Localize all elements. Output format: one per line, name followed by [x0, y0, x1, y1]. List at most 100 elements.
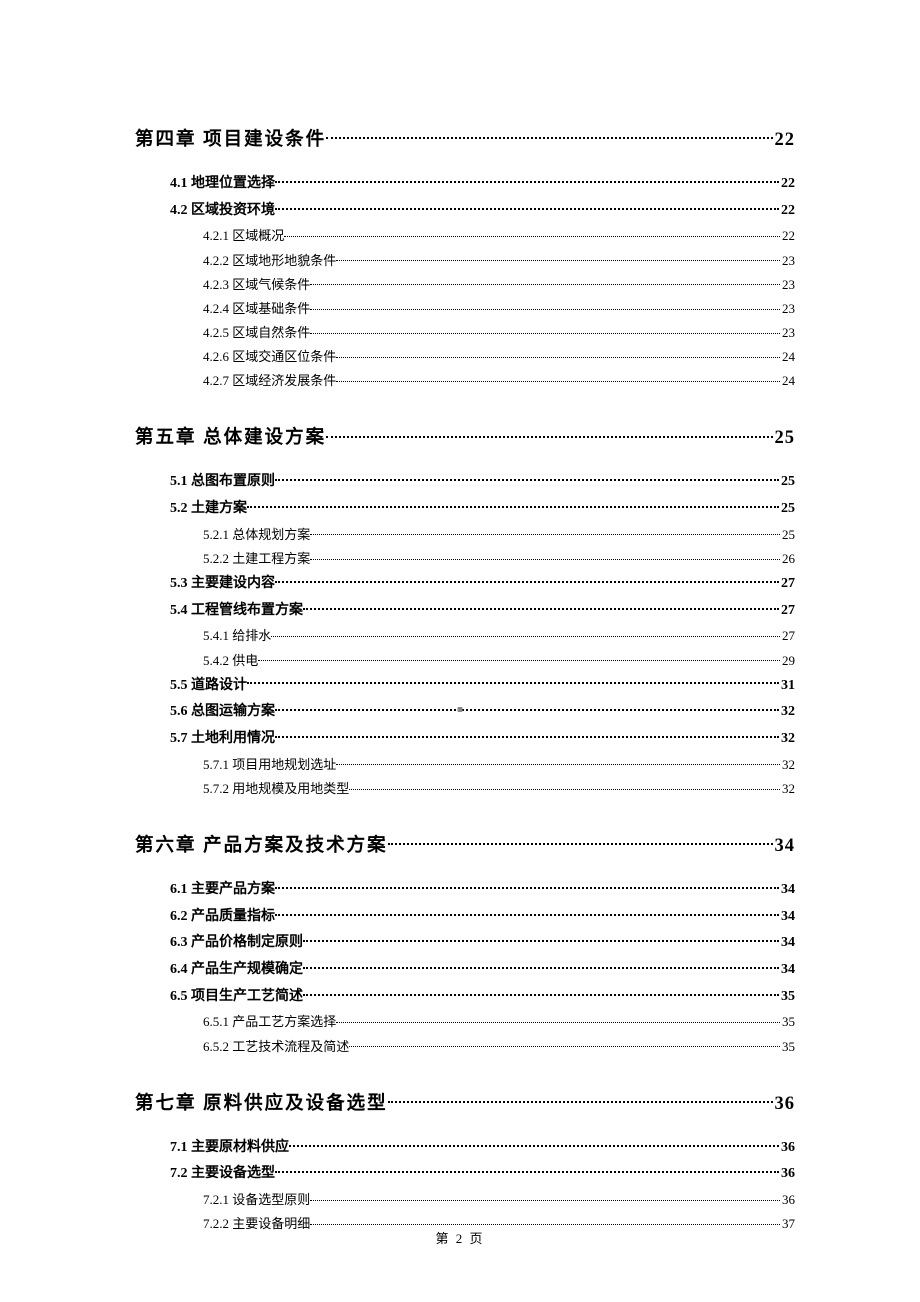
toc-title: 5.2.1 总体规划方案 [203, 525, 310, 545]
toc-leader-dots [271, 627, 780, 640]
toc-page-number: 35 [780, 1012, 795, 1032]
toc-entry-section: 6.3 产品价格制定原则34 [170, 932, 795, 954]
toc-leader-dots [310, 1215, 780, 1228]
toc-title: 6.1 主要产品方案 [170, 879, 275, 901]
toc-entry-subsection: 5.2.2 土建工程方案 26 [203, 549, 795, 569]
toc-entry-subsection: 5.4.1 给排水27 [203, 626, 795, 646]
toc-leader-dots [310, 324, 780, 337]
toc-page-number: 27 [780, 626, 795, 646]
toc-leader-dots [349, 780, 780, 793]
toc-page-number: 36 [780, 1190, 795, 1210]
toc-entry-chapter: 第五章 总体建设方案25 [135, 423, 795, 449]
toc-title: 5.2.2 土建工程方案 [203, 549, 310, 569]
toc-title: 5.7.1 项目用地规划选址 [203, 755, 336, 775]
toc-leader-dots [247, 675, 779, 689]
toc-page-number: 22 [779, 200, 795, 222]
toc-page-number: 25 [779, 498, 795, 520]
toc-leader-dots [310, 526, 780, 539]
toc-page-number: 22 [780, 226, 795, 246]
toc-page-number: 22 [779, 173, 795, 195]
toc-leader-dots [349, 1038, 780, 1051]
toc-entry-subsection: 4.2.6 区域交通区位条件 24 [203, 347, 795, 367]
toc-entry-section: 5.6 总图运输方案32 [170, 701, 795, 723]
toc-leader-dots [258, 652, 780, 665]
toc-entry-section: 5.4 工程管线布置方案27 [170, 600, 795, 622]
toc-title: 4.2.6 区域交通区位条件 [203, 347, 336, 367]
toc-title: 6.2 产品质量指标 [170, 906, 275, 928]
toc-title: 5.7.2 用地规模及用地类型 [203, 779, 349, 799]
toc-entry-chapter: 第七章 原料供应及设备选型 36 [135, 1089, 795, 1115]
toc-entry-section: 4.1 地理位置选择 22 [170, 173, 795, 195]
toc-leader-dots [326, 425, 772, 444]
toc-entry-section: 4.2 区域投资环境 22 [170, 200, 795, 222]
toc-page-number: 24 [780, 347, 795, 367]
toc-leader-dots [275, 200, 779, 214]
toc-page-number: 32 [780, 779, 795, 799]
toc-entry-subsection: 5.7.1 项目用地规划选址 32 [203, 755, 795, 775]
toc-page-number: 27 [779, 573, 795, 595]
toc-entry-section: 5.5 道路设计 31 [170, 675, 795, 697]
toc-title: 5.3 主要建设内容 [170, 573, 275, 595]
toc-leader-dots [275, 701, 779, 715]
toc-title: 5.7 土地利用情况 [170, 728, 275, 750]
toc-leader-dots [275, 879, 779, 893]
toc-page-number: 34 [773, 836, 796, 857]
toc-page-number: 32 [780, 755, 795, 775]
toc-title: 7.1 主要原材料供应 [170, 1137, 289, 1159]
toc-entry-subsection: 6.5.1 产品工艺方案选择 35 [203, 1012, 795, 1032]
toc-title: 4.2.5 区域自然条件 [203, 323, 310, 343]
toc-title: 第四章 项目建设条件 [135, 125, 326, 151]
toc-page-number: 26 [780, 549, 795, 569]
toc-entry-subsection: 4.2.1 区域概况22 [203, 226, 795, 246]
toc-leader-dots [275, 173, 779, 187]
toc-page-number: 23 [780, 275, 795, 295]
toc-leader-dots [336, 756, 780, 769]
toc-title: 第七章 原料供应及设备选型 [135, 1089, 388, 1115]
toc-entry-section: 5.3 主要建设内容 27 [170, 573, 795, 595]
toc-entry-subsection: 5.4.2 供电29 [203, 651, 795, 671]
toc-page-number: 23 [780, 299, 795, 319]
toc-page-number: 34 [779, 906, 795, 928]
toc-leader-dots [303, 986, 779, 1000]
toc-entry-chapter: 第六章 产品方案及技术方案34 [135, 831, 795, 857]
toc-page-number: 34 [779, 959, 795, 981]
toc-leader-dots [303, 600, 779, 614]
toc-entry-chapter: 第四章 项目建设条件22 [135, 125, 795, 151]
toc-entry-section: 5.1 总图布置原则25 [170, 471, 795, 493]
toc-leader-dots [275, 471, 779, 485]
toc-title: 第五章 总体建设方案 [135, 423, 326, 449]
toc-page-number: 29 [780, 651, 795, 671]
toc-entry-section: 5.2 土建方案 25 [170, 498, 795, 520]
toc-page-number: 36 [779, 1137, 795, 1159]
toc-page-number: 35 [779, 986, 795, 1008]
toc-title: 4.2 区域投资环境 [170, 200, 275, 222]
toc-title: 5.5 道路设计 [170, 675, 247, 697]
toc-title: 4.2.7 区域经济发展条件 [203, 371, 336, 391]
toc-leader-dots [326, 127, 772, 146]
toc-title: 5.4 工程管线布置方案 [170, 600, 303, 622]
toc-leader-dots [310, 276, 780, 289]
toc-entry-section: 5.7 土地利用情况32 [170, 728, 795, 750]
toc-entry-section: 7.1 主要原材料供应 36 [170, 1137, 795, 1159]
toc-page-number: 31 [779, 675, 795, 697]
toc-entry-subsection: 4.2.4 区域基础条件 23 [203, 299, 795, 319]
toc-leader-dots [303, 932, 779, 946]
toc-page-number: 36 [773, 1094, 796, 1115]
toc-entry-section: 6.2 产品质量指标 34 [170, 906, 795, 928]
toc-title: 5.1 总图布置原则 [170, 471, 275, 493]
toc-title: 4.2.2 区域地形地貌条件 [203, 251, 336, 271]
toc-title: 4.2.3 区域气候条件 [203, 275, 310, 295]
toc-leader-dots [310, 1191, 780, 1204]
toc-title: 6.5.1 产品工艺方案选择 [203, 1012, 336, 1032]
table-of-contents: 第四章 项目建设条件224.1 地理位置选择224.2 区域投资环境224.2.… [135, 125, 795, 1234]
toc-title: 4.1 地理位置选择 [170, 173, 275, 195]
toc-page-number: 24 [780, 371, 795, 391]
toc-page-number: 35 [780, 1037, 795, 1057]
toc-title: 4.2.4 区域基础条件 [203, 299, 310, 319]
toc-leader-dots [289, 1137, 779, 1151]
toc-leader-dots [310, 550, 780, 563]
toc-entry-section: 6.1 主要产品方案34 [170, 879, 795, 901]
toc-title: 7.2.1 设备选型原则 [203, 1190, 310, 1210]
toc-title: 5.2 土建方案 [170, 498, 247, 520]
toc-entry-subsection: 6.5.2 工艺技术流程及简述35 [203, 1037, 795, 1057]
